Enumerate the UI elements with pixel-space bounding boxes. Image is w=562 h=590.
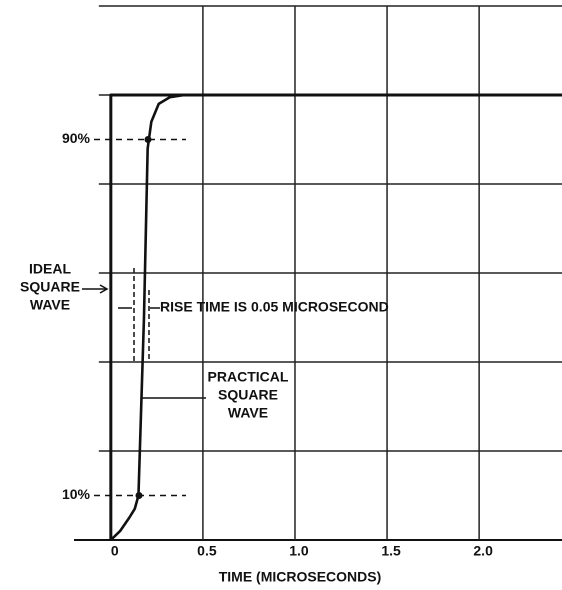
annotation: IDEAL	[29, 261, 71, 277]
arrows	[82, 268, 206, 399]
y-tick-label: 10%	[62, 486, 91, 502]
x-axis-label: TIME (MICROSECONDS)	[219, 569, 382, 585]
annotation: WAVE	[30, 297, 70, 313]
marker-dot	[144, 136, 152, 143]
y-tick-label: 90%	[62, 130, 91, 146]
x-tick-label: 2.0	[473, 543, 493, 559]
annotation: PRACTICAL	[208, 369, 289, 385]
series-line	[109, 93, 562, 540]
x-tick-label: 1.0	[289, 543, 309, 559]
annotation: SQUARE	[20, 279, 80, 295]
marker-dot	[135, 492, 143, 499]
arrow-head	[99, 284, 109, 294]
x-tick-label: 0	[111, 543, 119, 559]
annotation: WAVE	[228, 405, 268, 421]
x-tick-label: 1.5	[381, 543, 401, 559]
series-line	[109, 93, 562, 541]
x-tick-label: 0.5	[197, 543, 217, 559]
annotation: RISE TIME IS 0.05 MICROSECOND	[160, 299, 389, 315]
annotation: SQUARE	[218, 387, 278, 403]
